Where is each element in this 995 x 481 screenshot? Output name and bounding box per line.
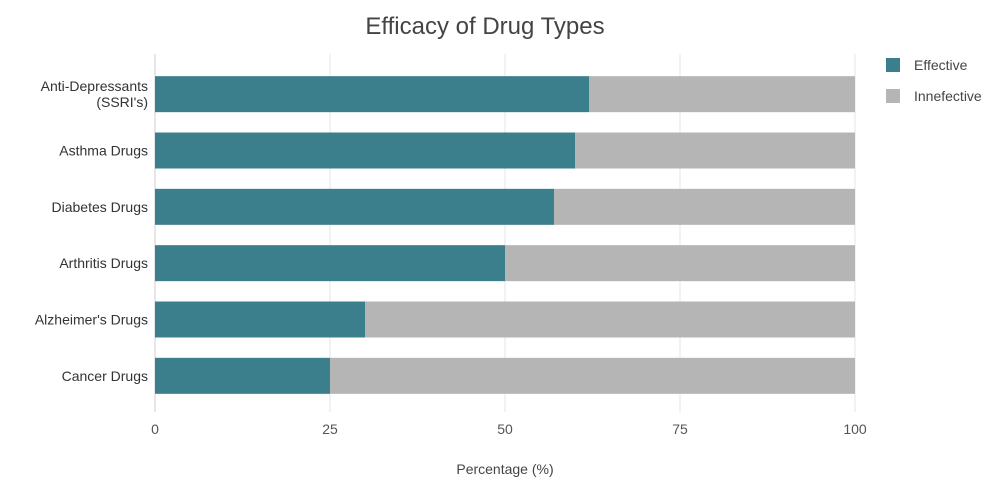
x-axis-label: Percentage (%) [456,461,553,477]
chart-title: Efficacy of Drug Types [365,13,604,40]
category-labels: Anti-Depressants(SSRI's) Asthma Drugs Diab… [35,78,148,384]
x-tick-label: 25 [322,421,338,437]
legend-label-innefective: Innefective [914,88,982,104]
bar-innefective-3 [505,245,855,282]
bar-effective-2 [155,188,554,225]
legend-label-effective: Effective [914,57,968,73]
x-tick-label: 50 [497,421,513,437]
bar-effective-1 [155,132,575,169]
category-label: Asthma Drugs [59,143,148,159]
grid-lines [154,54,856,412]
category-label: Cancer Drugs [62,368,148,384]
category-label: Diabetes Drugs [52,199,149,215]
bar-effective-4 [155,301,365,338]
x-tick-labels: 0 25 50 75 100 [151,421,867,437]
category-label: Arthritis Drugs [59,255,148,271]
bar-innefective-2 [554,188,855,225]
category-label: (SSRI's) [96,94,148,110]
x-tick-label: 75 [672,421,688,437]
category-label: Alzheimer's Drugs [35,312,148,328]
bar-innefective-4 [365,301,855,338]
bar-effective-0 [155,76,589,113]
legend-swatch-innefective [886,89,900,103]
bar-effective-3 [155,245,505,282]
bar-innefective-5 [330,357,855,394]
bar-innefective-1 [575,132,855,169]
bar-effective-5 [155,357,330,394]
bar-innefective-0 [589,76,855,113]
legend-swatch-effective [886,58,900,72]
legend: Effective Innefective [886,57,982,104]
bars [155,76,855,394]
category-label: Anti-Depressants [41,78,148,94]
x-tick-label: 0 [151,421,159,437]
x-tick-label: 100 [843,421,867,437]
